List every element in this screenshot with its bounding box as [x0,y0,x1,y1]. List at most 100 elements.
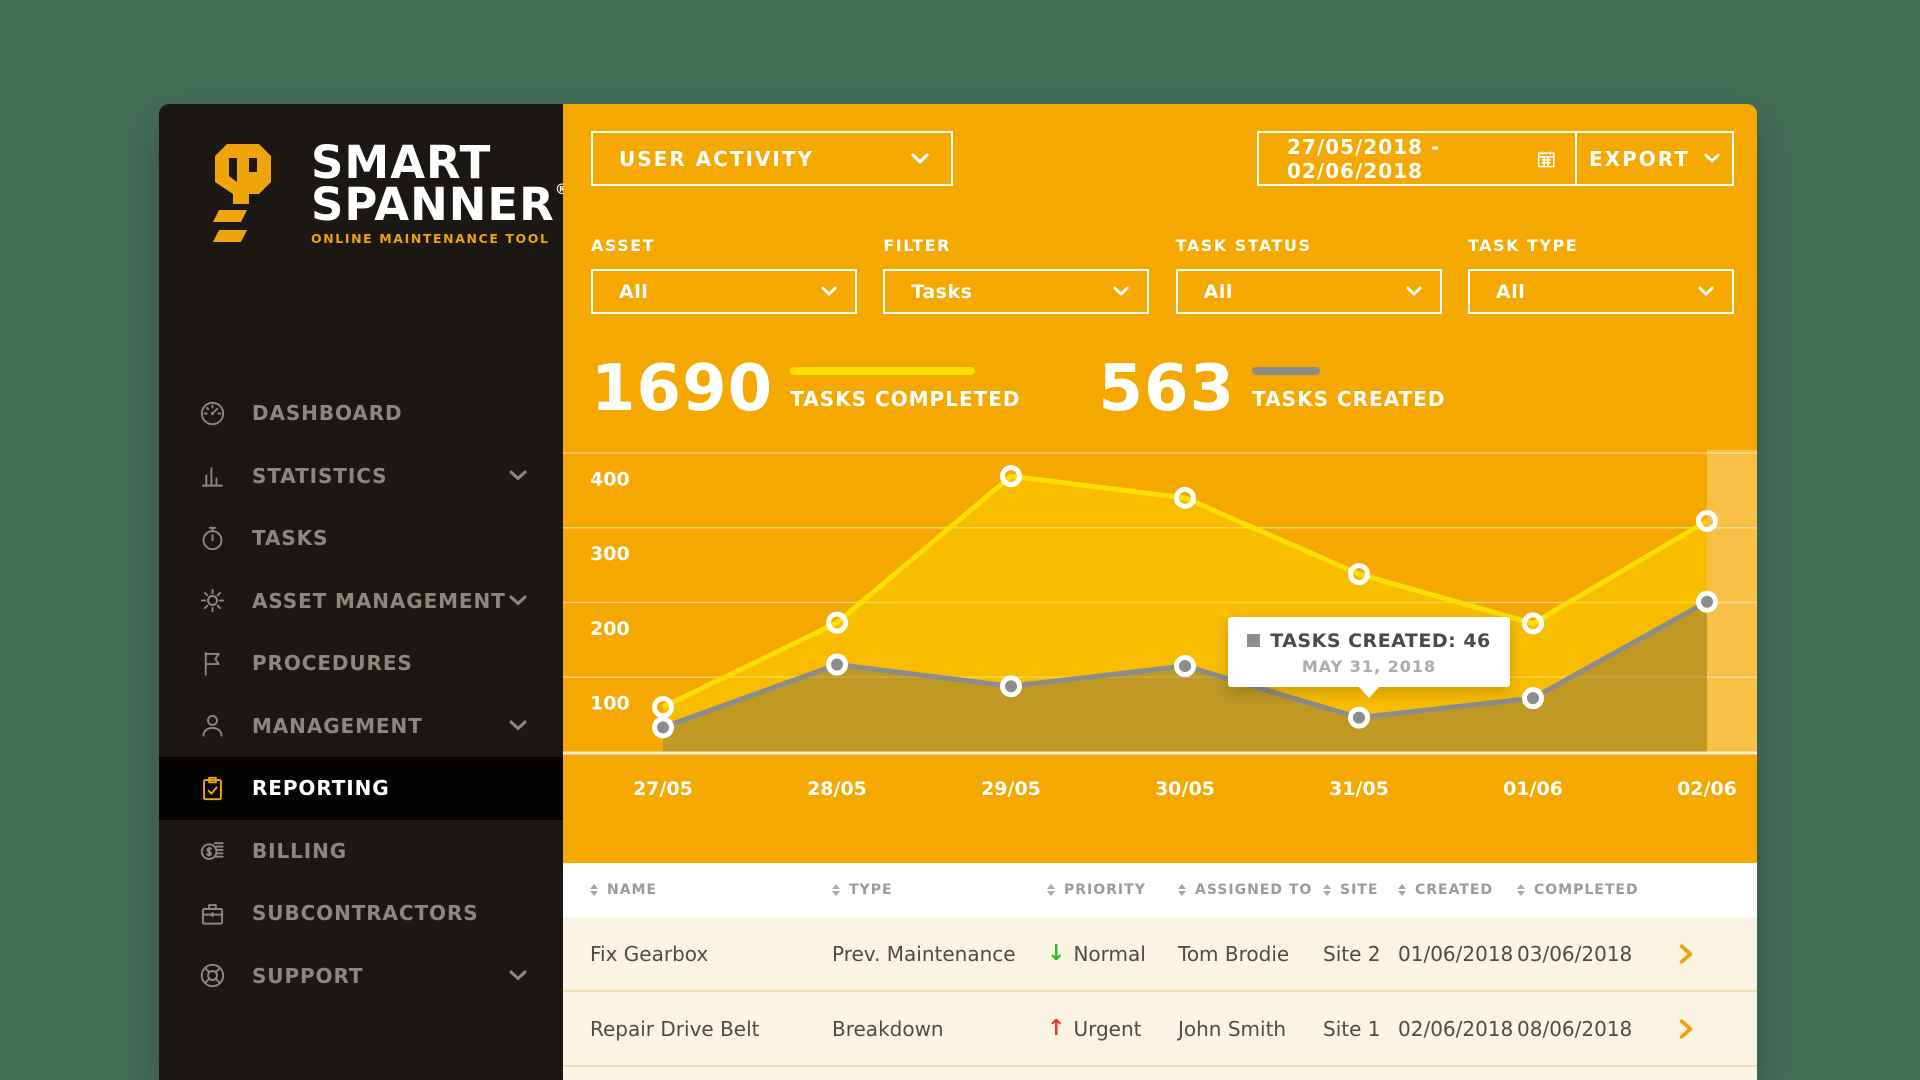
sidebar-item-label: REPORTING [252,776,390,801]
filter-select[interactable]: Tasks [883,269,1150,314]
date-range-value: 27/05/2018 - 02/06/2018 [1287,134,1441,183]
cell-created: 01/06/2018 [1398,941,1514,966]
svg-text:400: 400 [590,468,630,490]
table-row[interactable]: Repair Drive Belt Breakdown ↑ Urgent John Sm… [563,992,1757,1067]
statistics-icon [201,467,224,487]
stat-value: 1690 [591,352,774,426]
app-name-line1: SMART [311,136,492,189]
stat-tasks-created: 563 TASKS CREATED [1099,354,1446,424]
management-icon [202,715,223,737]
tooltip-title: TASKS CREATED: 46 [1238,630,1500,652]
column-header-completed[interactable]: COMPLETED [1517,882,1643,898]
cell-site: Site 2 [1323,941,1381,966]
sort-icon [1323,884,1331,896]
stat-series-swatch [1252,367,1321,375]
sidebar-item-support[interactable]: SUPPORT [159,945,563,1008]
tasks-table: NAME TYPE PRIORITY ASSIGNED TO SITE CREATED CO… [563,863,1757,1080]
column-header-created[interactable]: CREATED [1398,882,1517,898]
chevron-down-icon [509,470,527,480]
export-button[interactable]: EXPORT [1575,133,1732,184]
dashboard-icon [200,401,225,425]
table-body: Fix Gearbox Prev. Maintenance ↓ Normal Tom B… [563,917,1757,1067]
sidebar: SMART SPANNER® ONLINE MAINTENANCE TOOL D… [159,104,569,1080]
chevron-down-icon [1704,153,1720,163]
date-export-group: 27/05/2018 - 02/06/2018 EXPORT [1257,131,1734,186]
stat-value: 563 [1098,352,1236,426]
filter-select[interactable]: All [1467,269,1734,314]
sidebar-item-billing[interactable]: BILLING [159,820,563,883]
cell-created: 02/06/2018 [1398,1016,1514,1041]
sidebar-item-label: STATISTICS [252,463,388,488]
cell-assigned-to: Tom Brodie [1178,941,1290,966]
date-range-picker[interactable]: 27/05/2018 - 02/06/2018 [1259,133,1575,184]
chart-tooltip: TASKS CREATED: 46 MAY 31, 2018 [1228,616,1510,698]
chevron-down-icon [509,970,527,980]
app-logo: SMART SPANNER® ONLINE MAINTENANCE TOOL [159,104,569,248]
filter-label: TASK TYPE [1467,236,1579,255]
sidebar-item-management[interactable]: MANAGEMENT [159,695,563,758]
svg-text:30/05: 30/05 [1155,778,1215,800]
app-tagline: ONLINE MAINTENANCE TOOL [311,230,550,246]
sidebar-item-label: MANAGEMENT [252,713,423,738]
tooltip-date: MAY 31, 2018 [1301,656,1437,676]
sort-icon [1047,884,1055,896]
column-header-assigned-to[interactable]: ASSIGNED TO [1178,882,1323,898]
cell-completed: 08/06/2018 [1517,1016,1633,1041]
sidebar-item-asset-management[interactable]: ASSET MANAGEMENT [159,570,563,633]
stat-series-swatch [790,367,976,375]
filter-task-type: TASK TYPE All [1467,236,1734,314]
sidebar-item-dashboard[interactable]: DASHBOARD [159,382,563,445]
series-swatch [1247,634,1261,648]
filter-bar: ASSET All FILTER Tasks TASK STATUS All TASK TY… [591,236,1734,314]
table-row[interactable]: Fix Gearbox Prev. Maintenance ↓ Normal Tom B… [563,917,1757,992]
chevron-down-icon [1406,286,1422,296]
chevron-down-icon [1113,286,1129,296]
column-header-priority[interactable]: PRIORITY [1047,882,1178,898]
stat-tasks-completed: 1690 TASKS COMPLETED [591,354,1021,424]
sort-icon [832,884,840,896]
svg-text:29/05: 29/05 [981,778,1041,800]
sidebar-item-label: PROCEDURES [252,651,413,676]
chevron-down-icon [509,595,527,605]
sidebar-item-procedures[interactable]: PROCEDURES [159,632,563,695]
cell-completed: 03/06/2018 [1517,941,1633,966]
sort-icon [1398,884,1406,896]
asset-management-icon [200,589,225,613]
activity-chart: 100 200 300 400 27/05 28/05 29/05 30/05 31/05 01/… [563,450,1757,820]
topbar: USER ACTIVITY 27/05/2018 - 02/06/2018 EX… [591,131,1734,186]
report-type-select[interactable]: USER ACTIVITY [591,131,953,186]
subcontractors-icon [201,903,224,925]
report-type-value: USER ACTIVITY [619,146,814,171]
row-open-button[interactable] [1679,943,1693,964]
sidebar-item-statistics[interactable]: STATISTICS [159,445,563,508]
sidebar-item-subcontractors[interactable]: SUBCONTRACTORS [159,882,563,945]
reporting-icon [203,776,222,800]
support-icon [200,964,225,988]
billing-icon [200,842,224,861]
sidebar-item-tasks[interactable]: TASKS [159,507,563,570]
sidebar-menu: DASHBOARD STATISTICS TASKS ASSET MANAGEMENT… [159,382,563,1007]
filter-value: All [1495,280,1526,303]
main-panel: USER ACTIVITY 27/05/2018 - 02/06/2018 EX… [563,104,1757,1080]
cell-priority: ↑ Urgent [1047,1015,1142,1041]
filter-select[interactable]: All [591,269,857,314]
svg-text:01/06: 01/06 [1503,778,1563,800]
row-open-button[interactable] [1679,1018,1693,1039]
priority-down-icon: ↓ [1047,940,1066,966]
cell-assigned-to: John Smith [1178,1016,1287,1041]
sidebar-item-label: BILLING [252,838,348,863]
cell-type: Prev. Maintenance [832,941,1016,966]
svg-text:300: 300 [590,543,630,565]
column-header-type[interactable]: TYPE [832,882,1047,898]
cell-site: Site 1 [1323,1016,1381,1041]
column-header-name[interactable]: NAME [590,882,832,898]
filter-filter: FILTER Tasks [883,236,1150,314]
cell-name: Repair Drive Belt [590,1016,760,1041]
procedures-icon [204,651,220,676]
filter-select[interactable]: All [1175,269,1442,314]
stat-label: TASKS COMPLETED [790,387,1021,411]
filter-label: ASSET [591,236,656,255]
filter-value: Tasks [911,280,973,303]
sidebar-item-reporting[interactable]: REPORTING [159,757,563,820]
column-header-site[interactable]: SITE [1323,882,1398,898]
